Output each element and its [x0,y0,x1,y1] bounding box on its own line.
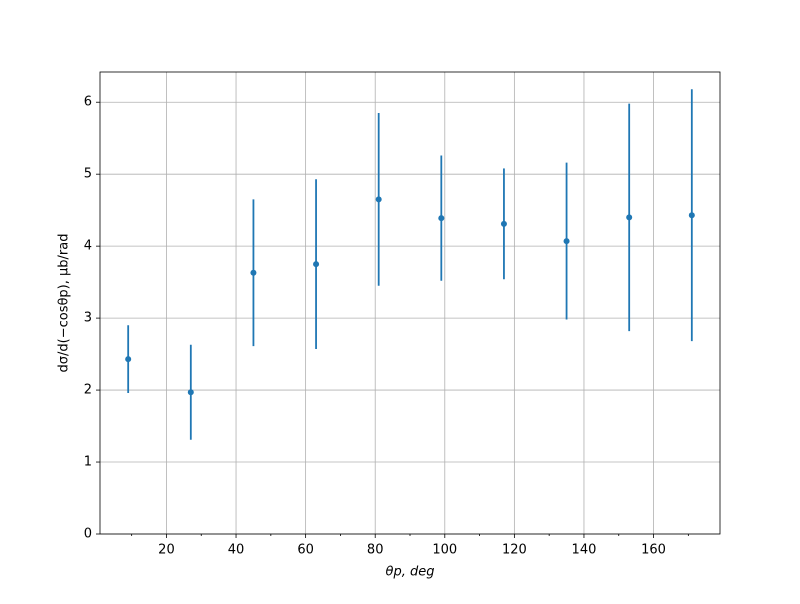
x-tick-label: 20 [158,543,175,558]
data-point [187,389,194,396]
x-tick-label: 40 [228,543,245,558]
data-point [563,238,570,245]
x-axis-label: θp, deg [386,565,435,580]
y-tick-label: 1 [84,455,92,470]
data-point [688,212,695,219]
y-tick-label: 3 [84,311,92,326]
y-tick-label: 6 [84,95,92,110]
data-point [626,214,633,221]
data-point [375,196,382,203]
x-tick-label: 100 [432,543,457,558]
y-tick-label: 5 [84,167,92,182]
data-point [125,356,132,363]
x-tick-label: 80 [367,543,384,558]
data-point [313,261,320,268]
plot-area [125,89,695,440]
x-tick-label: 140 [572,543,597,558]
x-tick-label: 160 [641,543,666,558]
y-tick-label: 0 [84,527,92,542]
x-tick-label: 60 [297,543,314,558]
data-point [500,220,507,227]
grid [100,72,720,535]
y-tick-label: 4 [84,239,92,254]
data-point [250,269,257,276]
data-point [438,215,445,222]
y-axis-label: dσ/d(−cosθp), μb/rad [57,234,72,373]
y-tick-label: 2 [84,383,92,398]
x-tick-label: 120 [502,543,527,558]
